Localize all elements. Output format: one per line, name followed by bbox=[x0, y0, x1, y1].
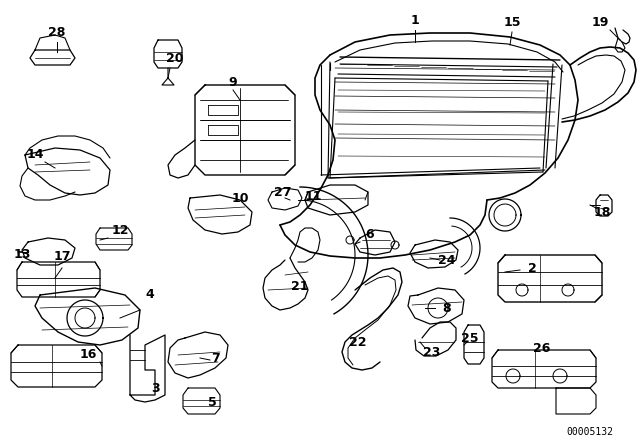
Text: 28: 28 bbox=[48, 26, 66, 39]
Text: 15: 15 bbox=[503, 16, 521, 29]
Text: 20: 20 bbox=[166, 52, 184, 65]
Text: 1: 1 bbox=[411, 13, 419, 26]
Text: 2: 2 bbox=[527, 262, 536, 275]
Text: 5: 5 bbox=[207, 396, 216, 409]
Text: 4: 4 bbox=[146, 289, 154, 302]
Text: 17: 17 bbox=[53, 250, 71, 263]
Text: 00005132: 00005132 bbox=[566, 427, 614, 437]
Text: 23: 23 bbox=[423, 346, 441, 359]
Text: 27: 27 bbox=[275, 186, 292, 199]
Text: 11: 11 bbox=[304, 190, 322, 202]
Text: 9: 9 bbox=[228, 77, 237, 90]
Text: 24: 24 bbox=[438, 254, 456, 267]
Text: 21: 21 bbox=[291, 280, 308, 293]
Text: 6: 6 bbox=[365, 228, 374, 241]
Text: 3: 3 bbox=[150, 382, 159, 395]
Text: 26: 26 bbox=[533, 341, 550, 354]
Text: 10: 10 bbox=[231, 191, 249, 204]
Text: 22: 22 bbox=[349, 336, 367, 349]
Text: 18: 18 bbox=[593, 207, 611, 220]
Text: 25: 25 bbox=[461, 332, 479, 345]
Text: 13: 13 bbox=[13, 249, 31, 262]
Text: 12: 12 bbox=[111, 224, 129, 237]
Text: 16: 16 bbox=[79, 349, 97, 362]
Text: 8: 8 bbox=[443, 302, 451, 314]
Text: 7: 7 bbox=[211, 352, 220, 365]
Text: 19: 19 bbox=[591, 16, 609, 29]
Text: 14: 14 bbox=[26, 148, 44, 161]
